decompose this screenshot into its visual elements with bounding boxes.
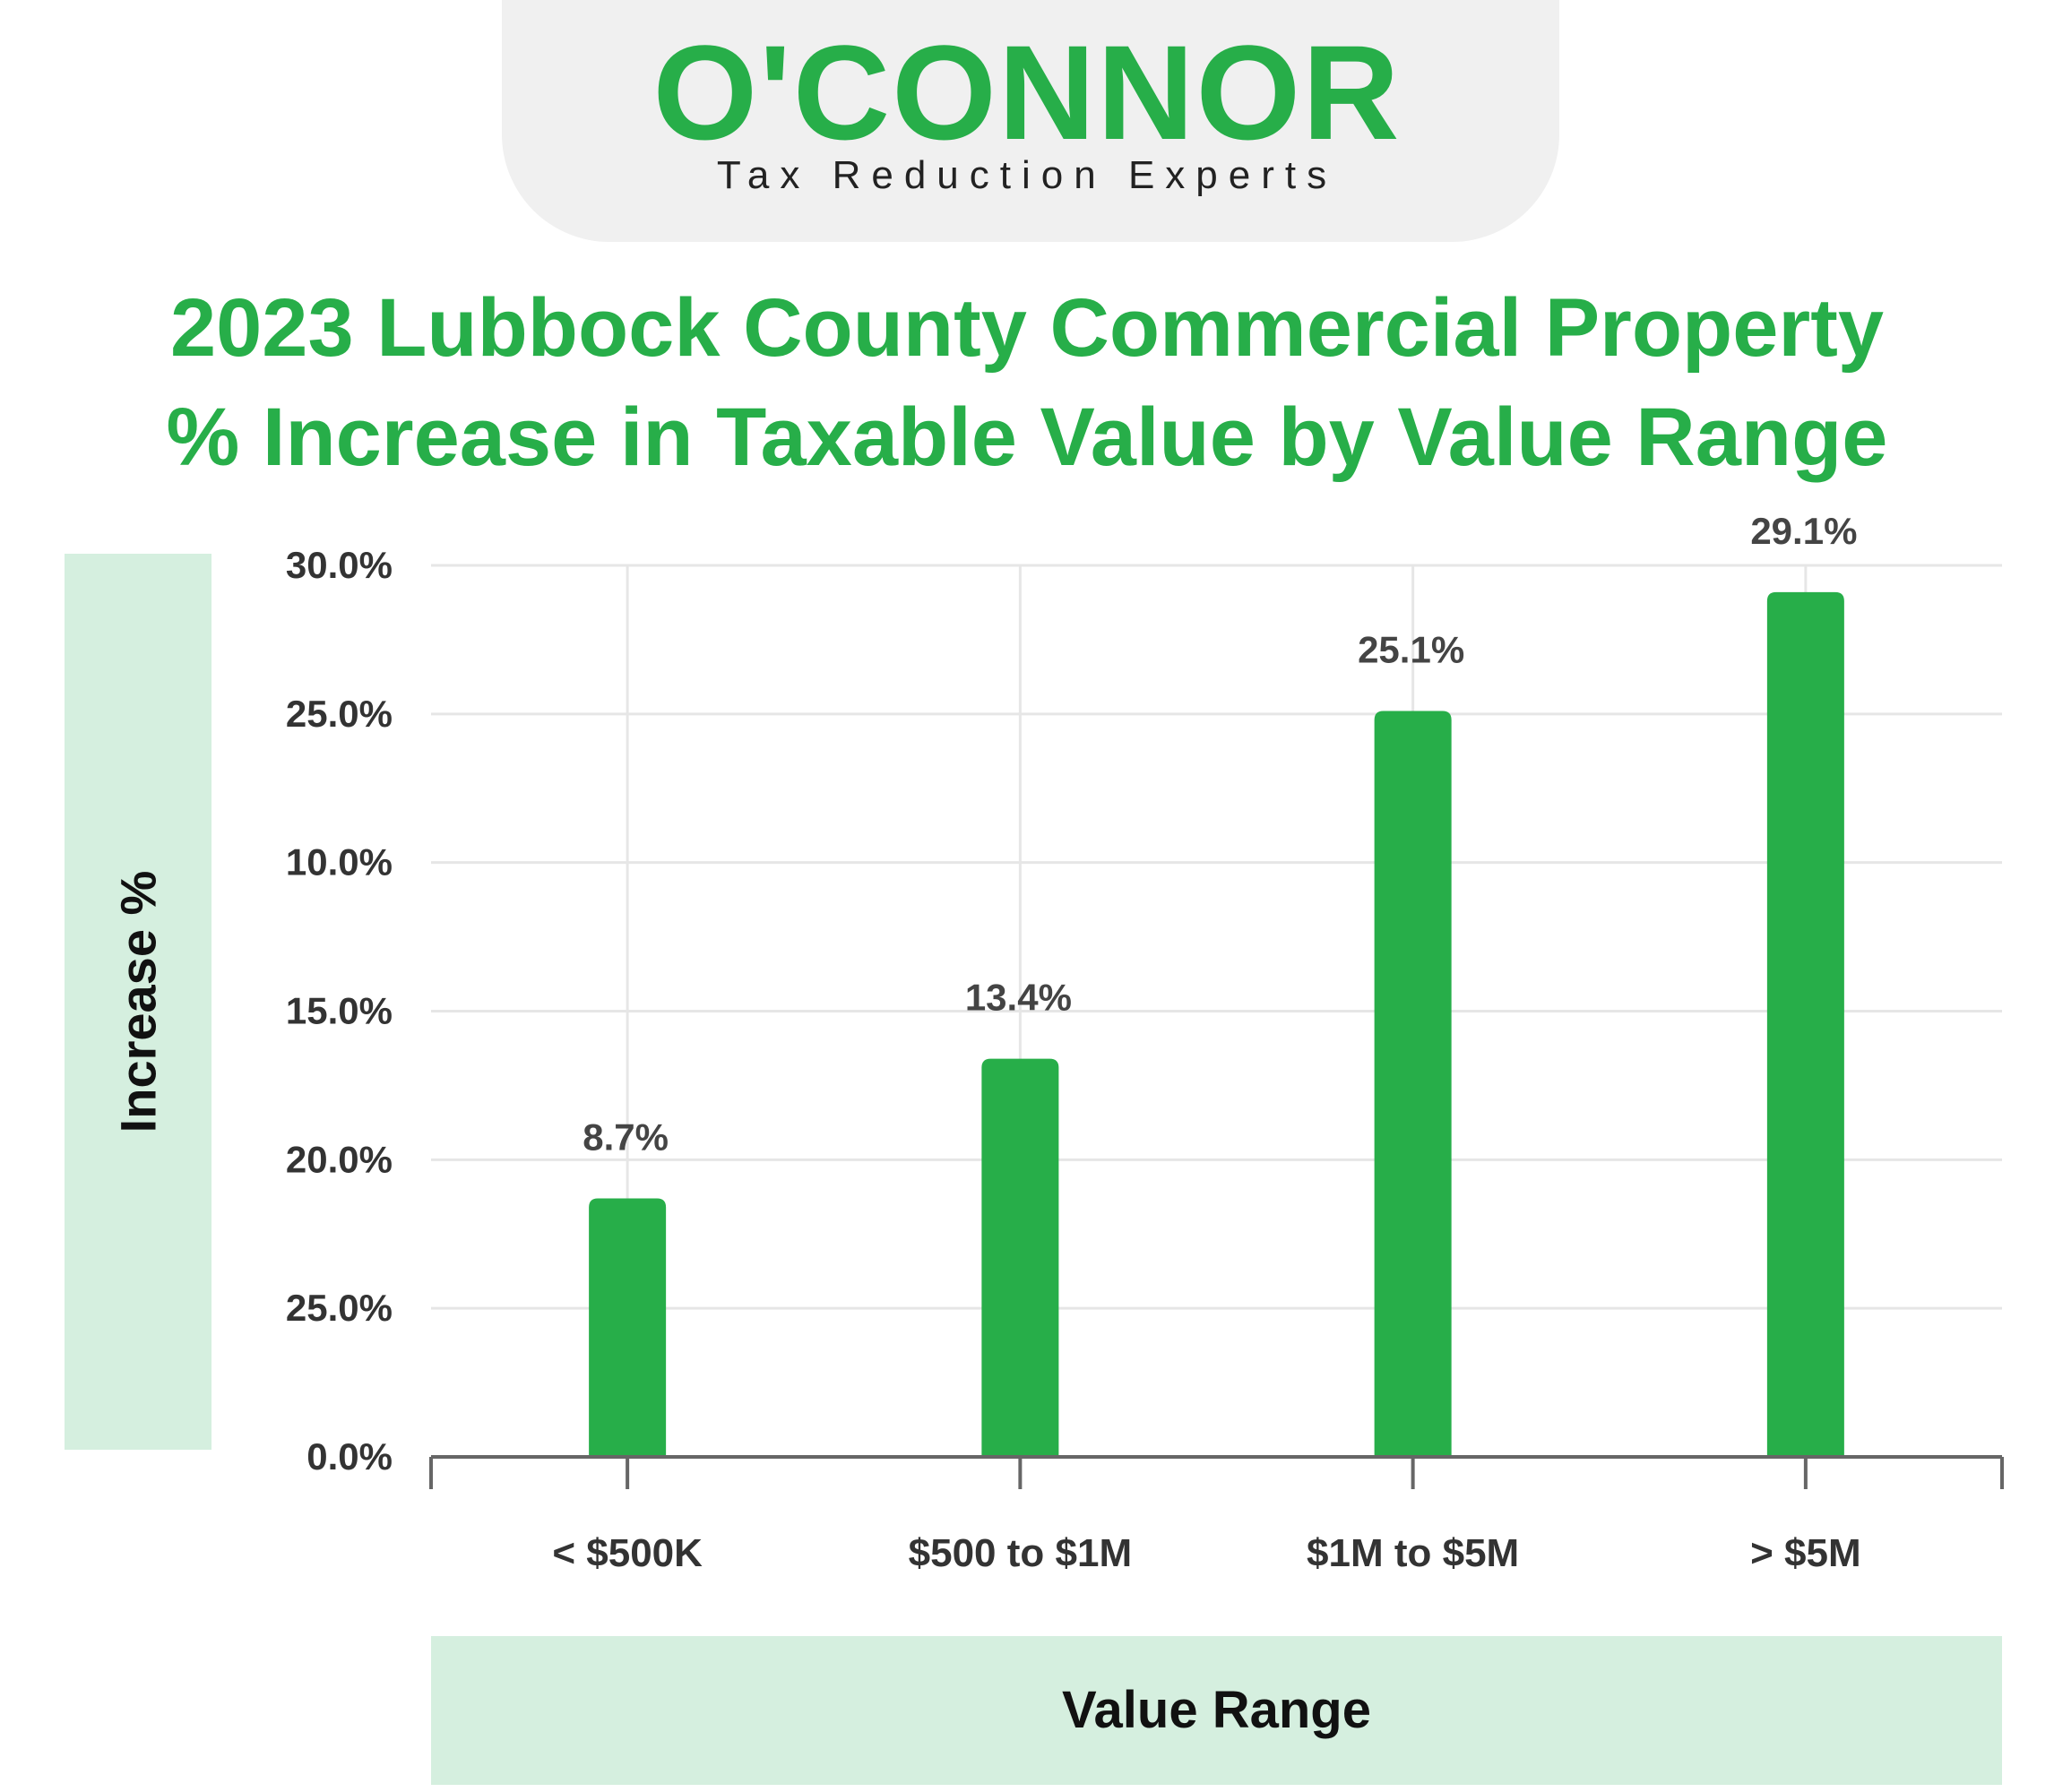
chart-title: 2023 Lubbock County Commercial Property … (0, 273, 2054, 492)
y-tick-label: 15.0% (286, 990, 393, 1032)
x-axis-label: Value Range (1062, 1681, 1371, 1739)
x-tick-label: < $500K (552, 1531, 703, 1575)
x-tick-label: > $5M (1750, 1531, 1861, 1575)
y-tick-label: 30.0% (286, 544, 393, 586)
brand-logo: O'CONNOR (652, 17, 1402, 168)
x-axis-label-band (431, 1636, 2002, 1785)
y-tick-label: 25.0% (286, 693, 393, 735)
chart-title-line-1: 2023 Lubbock County Commercial Property (169, 282, 1885, 374)
bar (1766, 591, 1844, 1457)
chart-title-line-2: % Increase in Taxable Value by Value Ran… (166, 392, 1888, 483)
x-tick-label: $1M to $5M (1307, 1531, 1519, 1575)
data-label: 25.1% (1358, 629, 1464, 671)
brand-tagline: Tax Reduction Experts (716, 153, 1338, 197)
y-tick-label: 0.0% (306, 1435, 393, 1478)
logo-background (502, 0, 1559, 242)
bar (1374, 711, 1452, 1457)
y-tick-label: 10.0% (286, 841, 393, 883)
y-axis-label-band (65, 554, 211, 1450)
data-label: 8.7% (583, 1116, 669, 1158)
data-label: 13.4% (965, 977, 1072, 1019)
bar (589, 1198, 667, 1457)
x-tick-label: $500 to $1M (909, 1531, 1132, 1575)
y-tick-label: 20.0% (286, 1138, 393, 1180)
y-tick-label: 25.0% (286, 1287, 393, 1329)
bar (981, 1058, 1059, 1457)
data-label: 29.1% (1750, 510, 1857, 552)
